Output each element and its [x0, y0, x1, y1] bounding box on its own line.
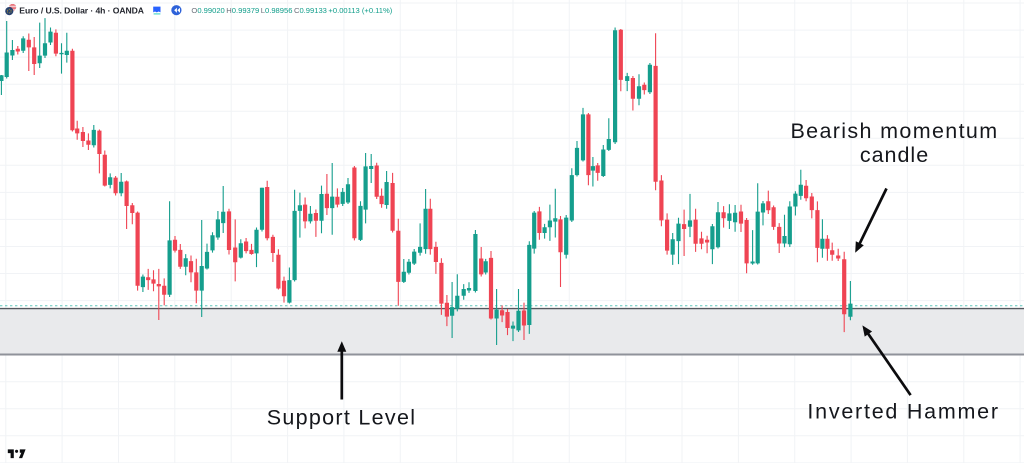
svg-text:Bearish momentum: Bearish momentum [790, 119, 998, 143]
svg-text:O0.99020 H0.99379 L0.98956 C0.: O0.99020 H0.99379 L0.98956 C0.99133 +0.0… [191, 6, 392, 15]
svg-text:Inverted Hammer: Inverted Hammer [807, 400, 999, 424]
svg-text:Euro / U.S. Dollar · 4h · OAND: Euro / U.S. Dollar · 4h · OANDA [19, 5, 144, 15]
svg-text:Support Level: Support Level [267, 406, 417, 430]
svg-text:candle: candle [860, 143, 929, 167]
